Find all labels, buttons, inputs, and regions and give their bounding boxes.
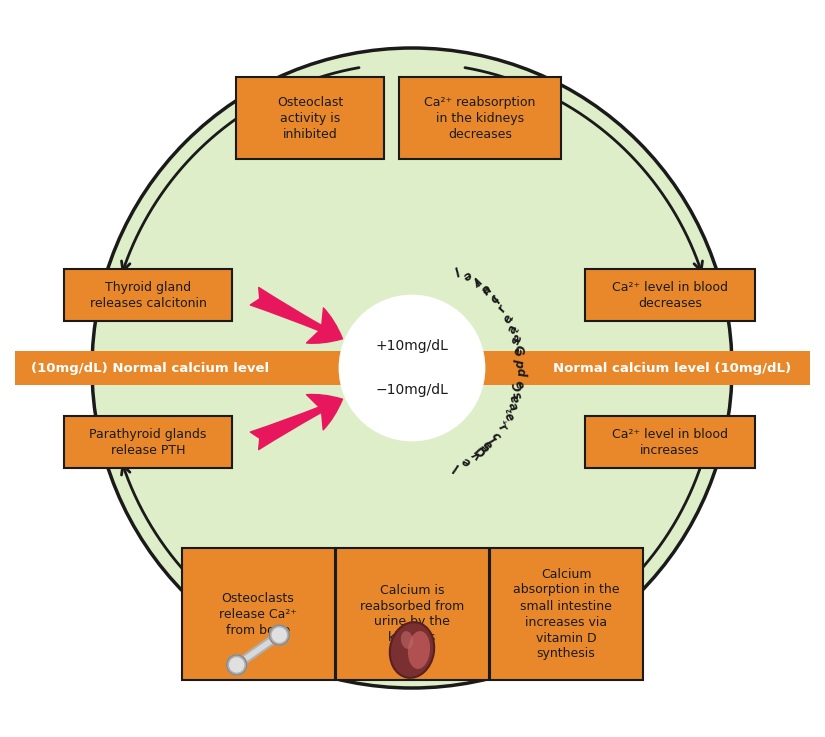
- Bar: [15, 351, 810, 385]
- Circle shape: [227, 655, 247, 675]
- Text: Parathyroid glands
release PTH: Parathyroid glands release PTH: [89, 427, 207, 456]
- Text: e: e: [460, 453, 474, 469]
- Text: d: d: [513, 359, 526, 368]
- Bar: [399, 77, 561, 159]
- Circle shape: [272, 628, 286, 642]
- Text: s: s: [509, 391, 524, 401]
- Text: Osteoclasts
release Ca²⁺
from bone: Osteoclasts release Ca²⁺ from bone: [219, 592, 297, 637]
- Text: C: C: [512, 381, 526, 392]
- Text: l: l: [452, 263, 460, 276]
- Ellipse shape: [408, 631, 430, 669]
- Text: e: e: [478, 282, 493, 296]
- Circle shape: [269, 625, 290, 645]
- Text: Ca²⁺ reabsorption
in the kidneys
decreases: Ca²⁺ reabsorption in the kidneys decreas…: [424, 96, 535, 141]
- Bar: [585, 269, 755, 321]
- Text: e: e: [480, 438, 495, 453]
- Text: e: e: [501, 411, 516, 424]
- Bar: [489, 548, 643, 680]
- Text: s: s: [509, 335, 524, 346]
- Text: I: I: [473, 276, 484, 290]
- Bar: [236, 77, 384, 159]
- Text: Thyroid gland
releases calcitonin: Thyroid gland releases calcitonin: [90, 281, 206, 310]
- Text: Calcium
absorption in the
small intestine
increases via
vitamin D
synthesis: Calcium absorption in the small intestin…: [513, 567, 620, 660]
- Text: l: l: [488, 291, 500, 303]
- Text: e: e: [501, 312, 516, 325]
- Text: e: e: [512, 380, 526, 389]
- Text: Ca²⁺ level in blood
decreases: Ca²⁺ level in blood decreases: [612, 281, 728, 310]
- Text: d: d: [513, 368, 526, 377]
- Bar: [64, 416, 232, 468]
- Text: e: e: [460, 268, 474, 282]
- Bar: [182, 548, 334, 680]
- Bar: [585, 416, 755, 468]
- Text: c: c: [488, 430, 502, 444]
- Text: Normal calcium level (10mg/dL): Normal calcium level (10mg/dL): [553, 362, 791, 374]
- Text: l: l: [452, 460, 460, 473]
- Text: r: r: [495, 422, 509, 433]
- Bar: [336, 548, 488, 680]
- Text: +10mg/dL: +10mg/dL: [375, 339, 449, 353]
- Text: C: C: [512, 344, 526, 354]
- Circle shape: [92, 48, 732, 688]
- Text: n: n: [480, 283, 495, 298]
- Ellipse shape: [389, 622, 434, 678]
- Text: ²: ²: [505, 405, 519, 414]
- Text: a: a: [508, 332, 523, 343]
- Circle shape: [229, 658, 243, 672]
- Ellipse shape: [401, 631, 413, 649]
- Text: Calcium is
reabsorbed from
urine by the
kidneys: Calcium is reabsorbed from urine by the …: [360, 584, 464, 644]
- Text: D: D: [470, 445, 486, 461]
- Text: ⁺: ⁺: [500, 310, 514, 322]
- Text: e: e: [512, 347, 526, 357]
- Text: c: c: [488, 293, 502, 306]
- Text: −10mg/dL: −10mg/dL: [375, 383, 449, 397]
- Text: Ca²⁺ level in blood
increases: Ca²⁺ level in blood increases: [612, 427, 728, 456]
- Text: a: a: [508, 393, 523, 404]
- Text: Osteoclast
activity is
inhibited: Osteoclast activity is inhibited: [277, 96, 343, 141]
- Text: l: l: [488, 433, 500, 444]
- Text: ²: ²: [505, 322, 519, 332]
- Bar: [64, 269, 232, 321]
- Text: r: r: [495, 303, 509, 315]
- Text: HOMEOSTASIS: HOMEOSTASIS: [339, 359, 485, 377]
- Text: (10mg/dL) Normal calcium level: (10mg/dL) Normal calcium level: [31, 362, 269, 374]
- Text: v: v: [469, 274, 483, 289]
- Text: a: a: [506, 401, 521, 413]
- Text: v: v: [469, 447, 483, 462]
- Text: a: a: [506, 324, 521, 335]
- Text: ⁺: ⁺: [500, 414, 514, 425]
- Text: e: e: [478, 440, 493, 455]
- Circle shape: [340, 296, 484, 440]
